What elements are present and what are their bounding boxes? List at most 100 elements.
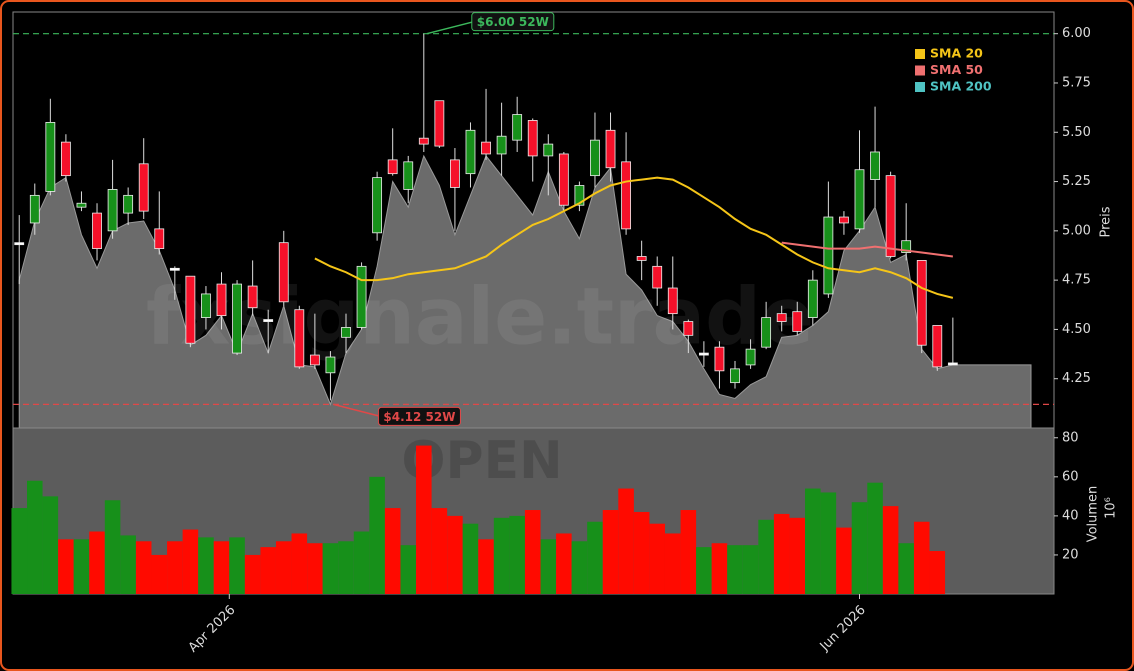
candle-body [216, 283, 227, 317]
volume-bar [322, 543, 339, 594]
volume-bar [836, 527, 852, 594]
volume-bar [820, 492, 837, 594]
candle-body [14, 242, 25, 246]
y-tick-label: 4.75 [1062, 273, 1091, 288]
volume-bar [167, 541, 183, 594]
candle-body [714, 346, 725, 372]
volume-bar [182, 529, 199, 594]
candle-body [761, 317, 772, 348]
candle-body [667, 287, 678, 315]
volume-tick-label: 80 [1062, 430, 1079, 445]
candle-body [730, 368, 740, 384]
volume-tick-label: 40 [1062, 508, 1079, 523]
candle-body [29, 194, 40, 224]
volume-bar [307, 543, 323, 594]
volume-bar [633, 511, 650, 594]
volume-bar [58, 539, 74, 594]
candle-body [558, 153, 569, 206]
annotation-box [471, 12, 555, 32]
volume-bar [353, 531, 370, 594]
volume-axis-label: Volumen [1086, 486, 1101, 543]
candle-body [636, 256, 647, 261]
candle-body [698, 352, 709, 356]
shadow-area [18, 154, 1032, 429]
candle-body [123, 194, 134, 214]
legend-label: SMA 200 [930, 79, 992, 94]
volume-bar [89, 531, 105, 594]
volume-bar [384, 508, 401, 594]
volume-bar [275, 541, 292, 594]
volume-bar [540, 539, 557, 594]
candle-body [481, 141, 491, 155]
volume-bar [524, 510, 541, 594]
candle-body [450, 159, 460, 188]
volume-bar [462, 523, 479, 594]
y-tick-label: 5.50 [1062, 125, 1091, 140]
candle-body [76, 202, 87, 208]
y-tick-label: 5.75 [1062, 75, 1091, 90]
volume-bar [509, 515, 525, 594]
candle-body [294, 309, 305, 368]
annotation-label: $6.00 52W [477, 15, 549, 29]
candle-body [621, 161, 631, 230]
volume-bar [664, 533, 681, 594]
candle-body [823, 216, 834, 295]
candle-body [527, 120, 538, 157]
sma-line [314, 176, 954, 299]
watermark: fxsignale.trade [146, 272, 814, 362]
volume-bar [649, 523, 665, 594]
legend-label: SMA 20 [930, 46, 983, 61]
candle-body [885, 175, 896, 257]
annotation-label: $4.12 52W [383, 410, 455, 424]
volume-bar [135, 541, 152, 594]
candle-body [309, 354, 320, 366]
volume-bar [882, 506, 899, 594]
volume-bar [913, 521, 930, 594]
volume-bar [773, 513, 790, 594]
volume-bar [42, 496, 59, 594]
volume-bar [447, 515, 463, 594]
volume-tick-label: 60 [1062, 469, 1079, 484]
candle-body [465, 129, 476, 175]
annotation-arrow [333, 403, 381, 418]
volume-bar [291, 533, 308, 594]
volume-unit: 10⁶ [1104, 497, 1119, 519]
annotation-box [377, 406, 461, 426]
candle-body [574, 185, 585, 206]
candle-body [278, 242, 289, 303]
candle-body [916, 260, 927, 346]
volume-bar [680, 510, 697, 594]
candle-body [932, 325, 943, 368]
candle-body [839, 216, 849, 224]
y-axis-label: Preis [1099, 206, 1114, 237]
volume-bar [416, 445, 432, 594]
y-tick-label: 6.00 [1062, 26, 1091, 41]
volume-bar [898, 543, 914, 594]
legend-swatch [915, 49, 925, 59]
volume-bar [618, 488, 634, 594]
candle-body [247, 285, 258, 309]
volume-bar [851, 502, 868, 594]
volume-bar [493, 517, 510, 594]
volume-bar [742, 545, 759, 594]
candle-body [590, 139, 600, 177]
candle-body [418, 137, 429, 145]
candle-body [372, 177, 383, 234]
candle-body [870, 151, 880, 180]
volume-bar [73, 539, 90, 594]
legend-swatch [915, 65, 925, 76]
volume-bar [198, 537, 214, 594]
candle-body [61, 141, 71, 177]
candle-body [776, 313, 787, 322]
annotation-arrow [426, 20, 474, 35]
candle-body [263, 319, 274, 322]
volume-bar [244, 554, 261, 594]
volume-bar [711, 543, 728, 594]
candle-body [807, 279, 818, 318]
volume-bar [120, 535, 136, 594]
volume-tick-label: 20 [1062, 547, 1079, 562]
candle-body [901, 240, 912, 253]
volume-bar [369, 476, 385, 594]
candle-body [947, 362, 958, 366]
